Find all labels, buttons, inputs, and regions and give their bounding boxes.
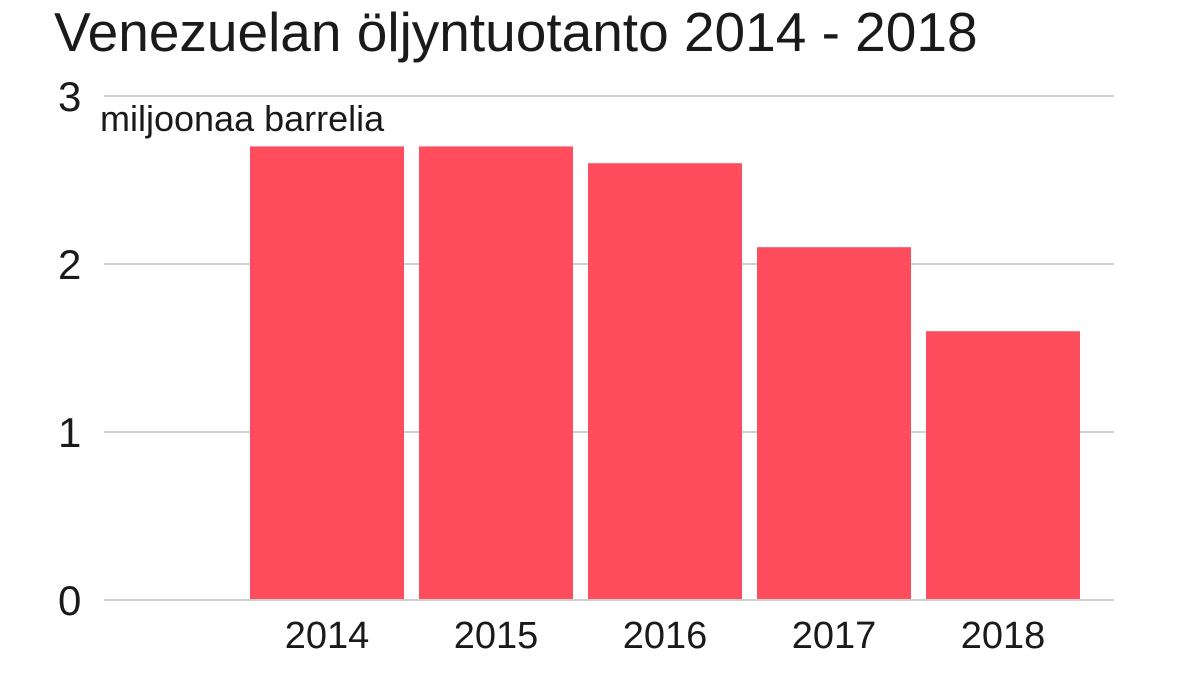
chart-title: Venezuelan öljyntuotanto 2014 - 2018 [54, 1, 978, 63]
bar-2015 [419, 146, 573, 600]
y-tick-label: 1 [58, 409, 81, 456]
x-axis-ticks: 2014 2015 2016 2017 2018 [285, 615, 1046, 657]
x-tick-label: 2018 [961, 615, 1046, 657]
bar-2014 [250, 146, 404, 600]
y-tick-label: 3 [58, 73, 81, 120]
x-tick-label: 2017 [792, 615, 877, 657]
bar-2016 [588, 163, 742, 600]
y-tick-label: 0 [58, 577, 81, 624]
bars [104, 146, 1114, 601]
x-tick-label: 2015 [454, 615, 539, 657]
y-axis-ticks: 0 1 2 3 [58, 73, 81, 624]
x-tick-label: 2016 [623, 615, 708, 657]
y-tick-label: 2 [58, 241, 81, 288]
bar-2018 [926, 331, 1080, 600]
x-tick-label: 2014 [285, 615, 370, 657]
y-axis-unit-label: miljoonaa barrelia [100, 98, 385, 139]
bar-2017 [757, 247, 911, 600]
